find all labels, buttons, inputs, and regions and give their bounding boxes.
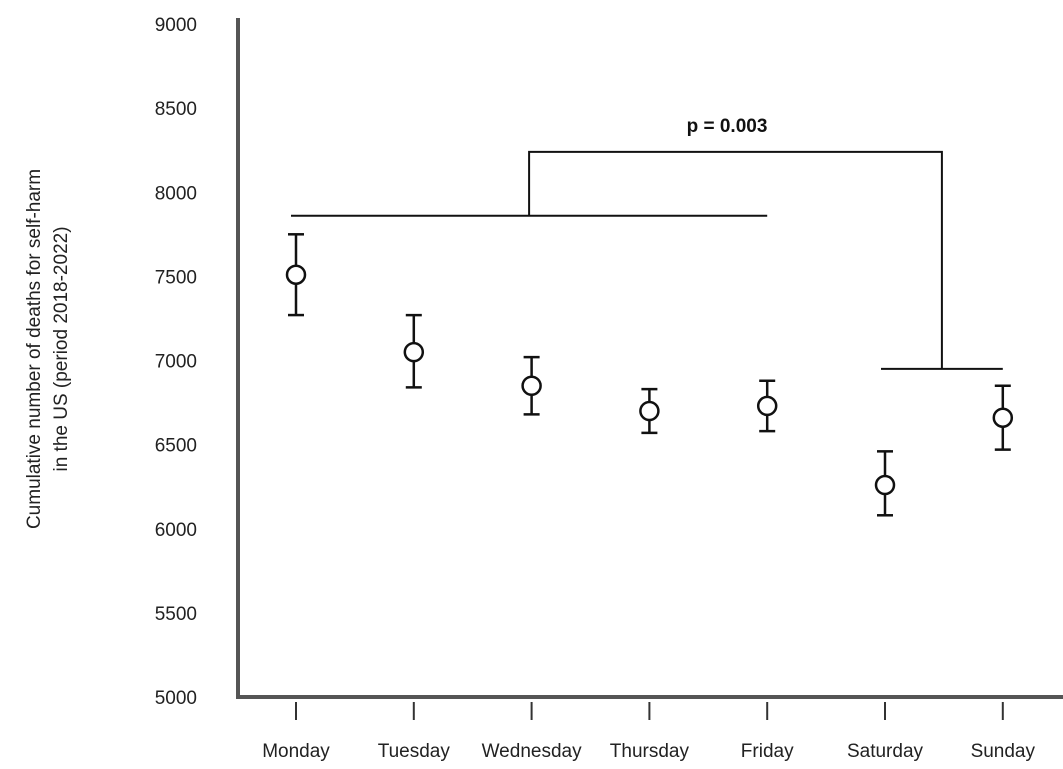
y-tick-label: 5000 [155, 688, 197, 709]
x-tick-label: Wednesday [482, 741, 582, 762]
data-point [285, 264, 307, 285]
data-point [521, 375, 542, 396]
data-point [403, 341, 425, 363]
y-tick-label: 7000 [155, 352, 197, 373]
y-axis-title-line-2: in the US (period 2018-2022) [51, 226, 72, 471]
x-tick-label: Saturday [847, 741, 924, 762]
y-tick-label: 5500 [155, 604, 197, 625]
y-tick-label: 8000 [155, 183, 197, 204]
p-value-label: p = 0.003 [687, 116, 768, 137]
x-tick-label: Thursday [610, 741, 690, 762]
comparison-connector [528, 150, 943, 369]
data-points [285, 264, 1014, 496]
data-point [639, 400, 660, 422]
data-point [992, 407, 1014, 428]
y-axis-ticks: 5000 5500 6000 6500 7000 7500 8000 8500 9000 [155, 15, 197, 709]
y-tick-label: 6500 [155, 436, 197, 457]
x-tick-label: Sunday [971, 741, 1036, 762]
axes [236, 18, 1063, 699]
x-tick-label: Monday [262, 741, 330, 762]
y-tick-label: 9000 [155, 15, 197, 36]
y-tick-label: 8500 [155, 99, 197, 120]
y-axis-title: Cumulative number of deaths for self-har… [24, 169, 72, 529]
x-tick-label: Tuesday [378, 741, 451, 762]
error-bars [288, 233, 1011, 517]
data-point [874, 474, 896, 496]
y-axis-title-line-1: Cumulative number of deaths for self-har… [24, 169, 45, 529]
significance-annotation: p = 0.003 [291, 116, 1003, 370]
y-tick-label: 7500 [155, 267, 197, 288]
y-tick-label: 6000 [155, 520, 197, 541]
x-tick-label: Friday [741, 741, 794, 762]
data-point [756, 395, 778, 417]
x-axis-ticks: Monday Tuesday Wednesday Thursday Friday Satu… [262, 702, 1036, 762]
